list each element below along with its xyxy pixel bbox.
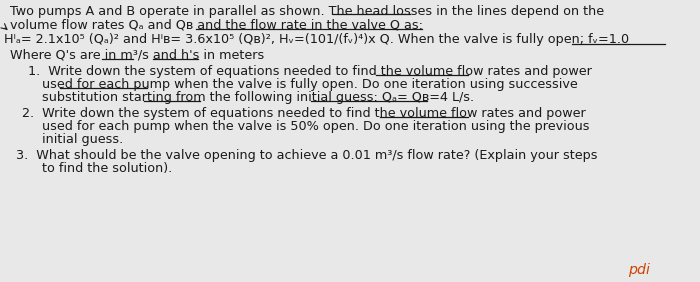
Text: Where Q's are in m³/s and h's in meters: Where Q's are in m³/s and h's in meters <box>10 49 265 62</box>
Text: to find the solution).: to find the solution). <box>42 162 172 175</box>
Text: Hᴵₐ= 2.1x10⁵ (Qₐ)² and Hᴵʙ= 3.6x10⁵ (Qʙ)², Hᵥ=(101/(fᵥ)⁴)x Q. When the valve is : Hᴵₐ= 2.1x10⁵ (Qₐ)² and Hᴵʙ= 3.6x10⁵ (Qʙ)… <box>4 33 629 46</box>
Text: used for each pump when the valve is 50% open. Do one iteration using the previo: used for each pump when the valve is 50%… <box>42 120 589 133</box>
Text: initial guess.: initial guess. <box>42 133 123 146</box>
Text: pdi: pdi <box>628 263 650 277</box>
Text: 2.  Write down the system of equations needed to find the volume flow rates and : 2. Write down the system of equations ne… <box>22 107 586 120</box>
Text: substitution starting from the following initial guess: Qₐ= Qʙ=4 L/s.: substitution starting from the following… <box>42 91 474 104</box>
Text: volume flow rates Qₐ and Qʙ and the flow rate in the valve Q as:: volume flow rates Qₐ and Qʙ and the flow… <box>10 19 423 32</box>
Text: Two pumps A and B operate in parallel as shown. The head losses in the lines dep: Two pumps A and B operate in parallel as… <box>10 5 604 18</box>
Text: 1.  Write down the system of equations needed to find the volume flow rates and : 1. Write down the system of equations ne… <box>28 65 592 78</box>
Text: used for each pump when the valve is fully open. Do one iteration using successi: used for each pump when the valve is ful… <box>42 78 577 91</box>
Text: 3.  What should be the valve opening to achieve a 0.01 m³/s flow rate? (Explain : 3. What should be the valve opening to a… <box>16 149 598 162</box>
